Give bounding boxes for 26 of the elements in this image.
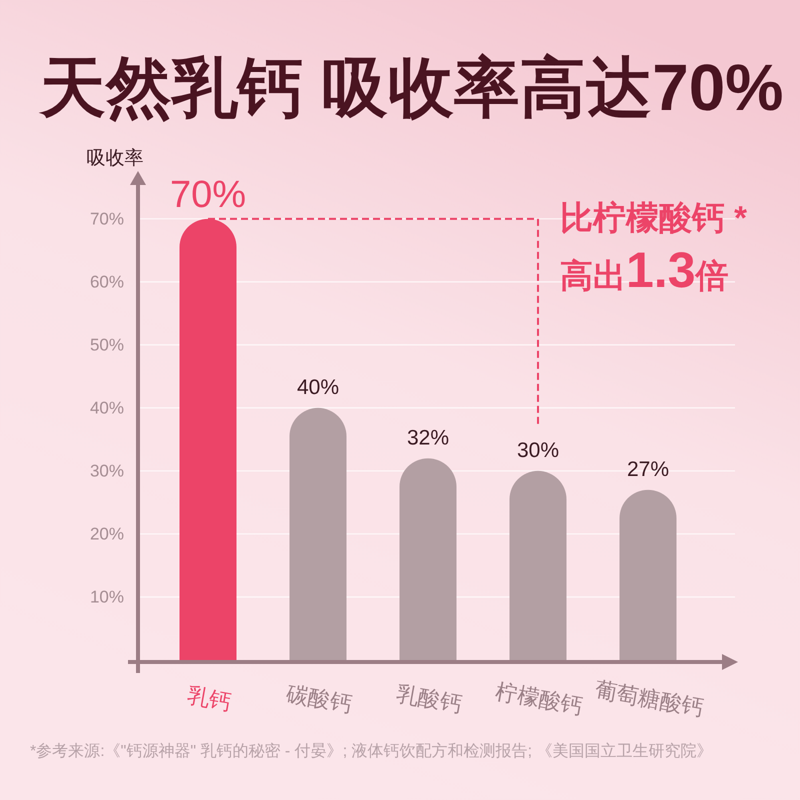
y-axis-title: 吸收率 [86, 147, 144, 169]
data-label: 32% [406, 426, 450, 450]
y-tick-label: 30% [90, 461, 124, 480]
chart-title: 天然乳钙 吸收率高达70% [38, 51, 784, 124]
x-tick-label: 乳钙 [185, 682, 234, 715]
y-tick-label: 60% [90, 272, 124, 292]
x-tick-label: 碳酸钙 [284, 680, 354, 717]
bar [400, 458, 456, 660]
annotation: 比柠檬酸钙 * 高出1.3倍 [560, 198, 748, 298]
y-tick-label: 10% [90, 587, 124, 606]
text: *参考来源:《"钙源神器" 乳钙的秘密 - 付晏》; 液体钙饮配方和检测报告; 《美国国立卫生研究院》 [30, 742, 712, 760]
data-label: 30% [516, 438, 560, 462]
y-tick-label: 50% [90, 335, 124, 354]
y-tick-label: 20% [90, 524, 124, 544]
x-tick-label: 乳酸钙 [394, 680, 464, 717]
bar [620, 490, 676, 660]
data-label: 27% [626, 458, 670, 481]
bar [180, 218, 236, 660]
data-label: 40% [296, 376, 340, 399]
x-tick-label: 柠檬酸钙 [494, 678, 585, 719]
y-tick-label: 40% [90, 398, 124, 418]
data-label: 70% [170, 174, 246, 216]
x-tick-label: 葡萄糖酸钙 [592, 676, 706, 720]
y-tick-label: 70% [90, 209, 124, 228]
bar [510, 470, 566, 660]
bar [290, 408, 346, 660]
